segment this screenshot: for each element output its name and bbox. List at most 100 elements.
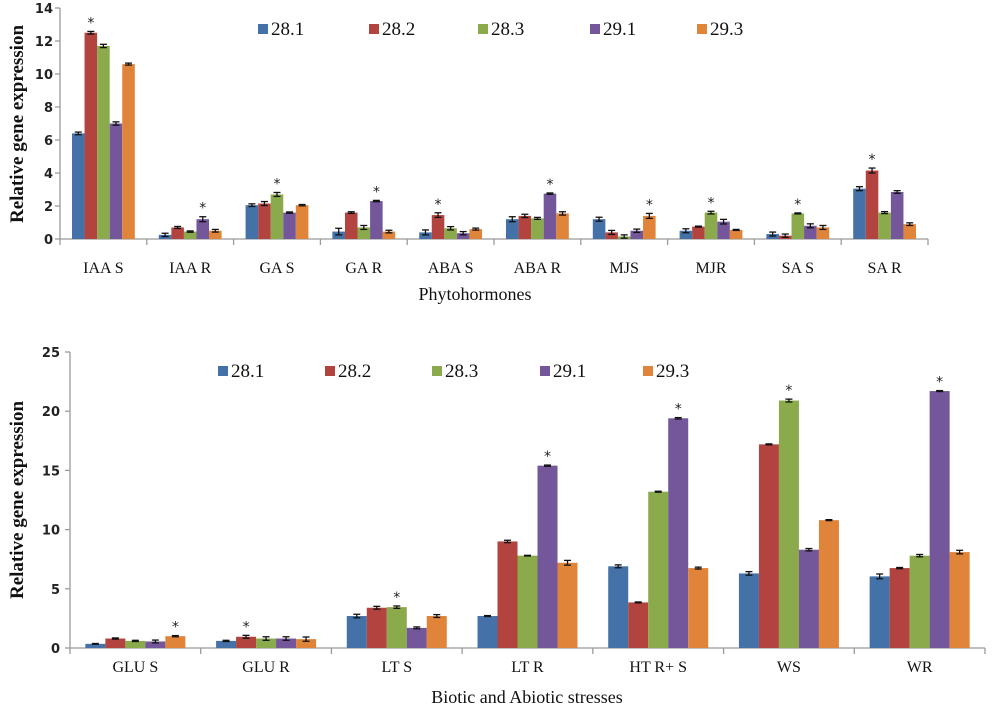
legend-label: 28.1 <box>231 361 264 382</box>
legend-label: 29.3 <box>710 19 743 40</box>
significance-marker: * <box>794 197 801 213</box>
legend-label: 28.2 <box>338 361 371 382</box>
bar-28-1 <box>738 573 759 648</box>
bar-28-3 <box>125 640 146 648</box>
legend-label: 28.1 <box>271 19 304 40</box>
y-tick-label: 6 <box>44 134 53 149</box>
legend-swatch-28-3 <box>432 366 442 376</box>
bar-29-1 <box>196 219 210 239</box>
bar-28-3 <box>270 194 284 239</box>
legend-swatch-28-1 <box>218 366 228 376</box>
stresses-chart: Biotic and Abiotic stresses Relative gen… <box>7 346 986 707</box>
bar-28-3 <box>444 228 457 239</box>
significance-marker: * <box>274 176 281 192</box>
bar-28-3 <box>517 555 538 648</box>
bar-29-1 <box>717 221 730 239</box>
legend-label: 29.1 <box>553 361 586 382</box>
bar-28-2 <box>84 32 98 239</box>
x-tick-label: IAA R <box>169 260 212 277</box>
legend-swatch-29-1 <box>540 366 550 376</box>
significance-marker: * <box>936 375 943 391</box>
bar-29-3 <box>295 205 309 239</box>
x-tick-label: IAA S <box>83 260 123 277</box>
bar-29-1 <box>456 233 470 239</box>
x-tick-label: HT R+ S <box>629 659 687 676</box>
x-tick-label: WS <box>777 659 801 676</box>
x-tick-label: MJR <box>695 260 726 277</box>
x-tick-label: SA R <box>867 260 902 277</box>
bar-28-2 <box>628 602 649 648</box>
bar-29-3 <box>382 231 396 239</box>
legend-swatch-28-1 <box>258 24 268 34</box>
bar-28-1 <box>419 232 432 239</box>
significance-marker: * <box>546 177 553 193</box>
y-axis-label: Relative gene expression <box>7 25 28 223</box>
bar-28-2 <box>518 215 532 239</box>
significance-marker: * <box>87 15 94 31</box>
bar-29-3 <box>556 213 569 239</box>
bar-28-2 <box>236 636 257 648</box>
bar-28-2 <box>344 212 358 239</box>
bar-29-1 <box>406 627 427 648</box>
x-tick-label: WR <box>907 659 933 676</box>
bar-28-1 <box>608 566 629 648</box>
legend-label: 28.2 <box>382 19 415 40</box>
phytohormones-chart: Phytohormones Relative gene expression 0… <box>7 2 929 304</box>
significance-marker: * <box>646 197 653 213</box>
bar-28-2 <box>497 541 518 648</box>
y-tick-label: 4 <box>44 167 53 182</box>
significance-marker: * <box>869 152 876 168</box>
significance-marker: * <box>243 619 250 635</box>
bar-28-1 <box>869 576 890 648</box>
bar-28-3 <box>704 212 718 239</box>
x-axis-label: Phytohormones <box>418 284 531 304</box>
bar-29-1 <box>537 465 558 648</box>
bar-29-3 <box>557 562 578 648</box>
legend-swatch-29-1 <box>590 24 600 34</box>
bar-28-2 <box>258 203 271 239</box>
legend-swatch-29-3 <box>643 366 653 376</box>
bar-28-1 <box>477 616 498 648</box>
bar-28-1 <box>216 640 237 648</box>
bar-29-3 <box>729 229 743 239</box>
bar-28-3 <box>648 491 669 648</box>
bar-29-1 <box>109 123 123 239</box>
y-tick-label: 2 <box>44 200 53 215</box>
bar-29-3 <box>949 552 970 648</box>
y-tick-label: 25 <box>42 346 60 361</box>
bar-28-3 <box>183 231 197 239</box>
y-tick-label: 15 <box>42 464 60 479</box>
significance-marker: * <box>373 184 380 200</box>
x-tick-label: GLU S <box>112 659 158 676</box>
y-tick-label: 14 <box>35 2 53 17</box>
bar-29-1 <box>804 225 817 239</box>
bar-28-1 <box>592 219 606 239</box>
bar-28-1 <box>679 230 693 239</box>
bar-29-1 <box>370 201 383 239</box>
bar-29-3 <box>296 639 317 648</box>
y-axis-label: Relative gene expression <box>7 401 28 599</box>
bar-28-2 <box>171 227 184 239</box>
bar-28-2 <box>692 226 705 239</box>
x-tick-label: MJS <box>610 260 639 277</box>
bar-28-1 <box>245 205 259 239</box>
x-tick-label: ABA R <box>514 260 562 277</box>
x-tick-label: ABA S <box>428 260 474 277</box>
bar-28-2 <box>105 638 126 648</box>
y-tick-label: 5 <box>51 583 60 598</box>
significance-marker: * <box>675 402 682 418</box>
significance-marker: * <box>172 620 179 636</box>
bar-29-3 <box>165 636 186 648</box>
legend-swatch-28-2 <box>369 24 379 34</box>
y-tick-label: 0 <box>44 233 53 248</box>
bar-28-2 <box>889 568 910 648</box>
bar-29-1 <box>543 193 557 239</box>
legend-swatch-28-2 <box>325 366 335 376</box>
bar-28-1 <box>346 616 367 648</box>
bar-28-2 <box>431 215 445 239</box>
bar-29-1 <box>890 191 904 239</box>
y-tick-label: 12 <box>35 35 53 50</box>
significance-marker: * <box>435 197 442 213</box>
x-tick-label: LT S <box>381 659 412 676</box>
